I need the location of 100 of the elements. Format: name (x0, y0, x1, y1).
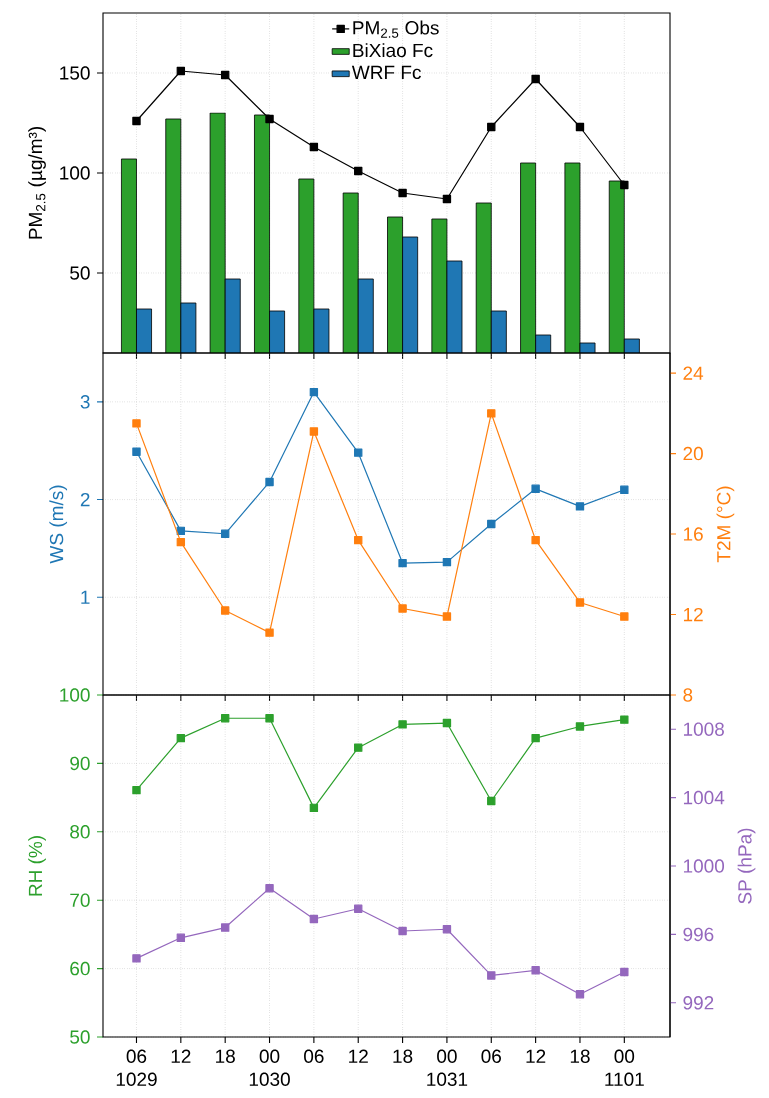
y2-tick-label: 8 (683, 688, 693, 702)
point (398, 558, 407, 568)
point (487, 519, 496, 529)
point (487, 122, 496, 132)
point (398, 720, 407, 729)
point (354, 535, 363, 545)
point (265, 114, 274, 124)
point (442, 194, 452, 204)
point (132, 447, 141, 456)
point (265, 714, 274, 723)
point (620, 715, 629, 724)
y-axis-title: PM$_{2.5}$ (µg/m³) (28, 126, 46, 239)
x-tick-label: 12 (526, 1049, 546, 1063)
point (309, 914, 319, 924)
point (220, 923, 230, 932)
point (132, 419, 141, 428)
point (176, 733, 186, 743)
point (575, 990, 585, 999)
point (531, 535, 540, 545)
x-tick-label: 18 (570, 1049, 590, 1063)
y-tick-label: 3 (80, 395, 90, 409)
point (220, 606, 230, 615)
y2-axis-title: T2M (°C) (716, 486, 735, 563)
y-axis-title: RH (%) (28, 836, 46, 896)
y-tick-label: 50 (70, 1030, 90, 1044)
point (354, 448, 363, 457)
point (575, 722, 585, 731)
x-tick-label: 18 (393, 1049, 413, 1063)
y2-tick-label: 1000 (683, 859, 725, 873)
point (575, 502, 585, 511)
legend-label: WRF Fc (351, 65, 421, 80)
point (132, 954, 141, 963)
point (354, 743, 363, 752)
point (620, 485, 629, 494)
x-tick-label: 06 (304, 1049, 324, 1063)
y-tick-label: 100 (60, 688, 90, 702)
point (620, 612, 629, 621)
y-axis-title: WS (m/s) (49, 485, 68, 564)
x-tick-label: 12 (171, 1049, 191, 1063)
x-tick-label: 00 1101 (605, 1049, 644, 1086)
point (354, 166, 363, 176)
point (531, 966, 540, 975)
point (132, 116, 141, 126)
point (398, 188, 407, 198)
y-tick-label: 100 (60, 166, 90, 180)
y2-axis-title: SP (hPa) (737, 828, 756, 904)
y-tick-label: 2 (80, 492, 90, 507)
x-tick-label: 18 (216, 1049, 235, 1063)
point (265, 477, 274, 487)
y2-tick-label: 24 (683, 366, 704, 380)
legend-label: BiXiao Fc (353, 43, 433, 58)
point (309, 387, 319, 397)
point (442, 612, 452, 621)
point (442, 925, 452, 934)
y2-tick-label: 16 (683, 527, 703, 541)
x-tick-label: 12 (349, 1049, 368, 1063)
y2-tick-label: 996 (683, 927, 714, 942)
y-tick-label: 50 (70, 266, 90, 280)
y-tick-label: 150 (60, 66, 90, 80)
point (442, 557, 452, 567)
point (309, 803, 319, 813)
y2-tick-label: 12 (683, 607, 703, 622)
y-tick-label: 60 (70, 961, 90, 976)
y-tick-label: 90 (70, 756, 90, 771)
point (398, 926, 407, 936)
y2-tick-label: 1004 (683, 790, 725, 805)
point (265, 884, 274, 893)
point (354, 904, 363, 913)
point (176, 537, 186, 547)
point (620, 967, 629, 977)
x-tick-label: 06 1029 (116, 1049, 157, 1086)
point (487, 409, 496, 418)
y2-tick-label: 992 (683, 996, 714, 1010)
point (487, 971, 496, 980)
point (620, 180, 629, 190)
x-tick-label: 06 (481, 1049, 501, 1063)
y2-tick-label: 1008 (683, 722, 724, 736)
x-tick-label: 00 1030 (249, 1049, 290, 1086)
point (265, 628, 274, 637)
point (531, 733, 540, 743)
point (309, 142, 319, 152)
point (531, 484, 540, 494)
legend-label: PM$_{2.5}$ Obs (353, 20, 439, 38)
y-tick-label: 70 (70, 893, 90, 907)
y-tick-label: 80 (70, 825, 90, 839)
point (220, 714, 230, 723)
point (176, 66, 186, 76)
point (398, 604, 407, 613)
point (132, 785, 141, 795)
point (487, 796, 496, 806)
point (531, 74, 540, 84)
point (309, 427, 319, 436)
point (575, 122, 585, 132)
point (220, 529, 230, 538)
y-tick-label: 1 (81, 590, 90, 604)
point (220, 70, 230, 80)
x-tick-label: 00 1031 (427, 1049, 468, 1086)
point (442, 718, 452, 728)
point (176, 933, 186, 943)
y2-tick-label: 20 (683, 446, 703, 461)
